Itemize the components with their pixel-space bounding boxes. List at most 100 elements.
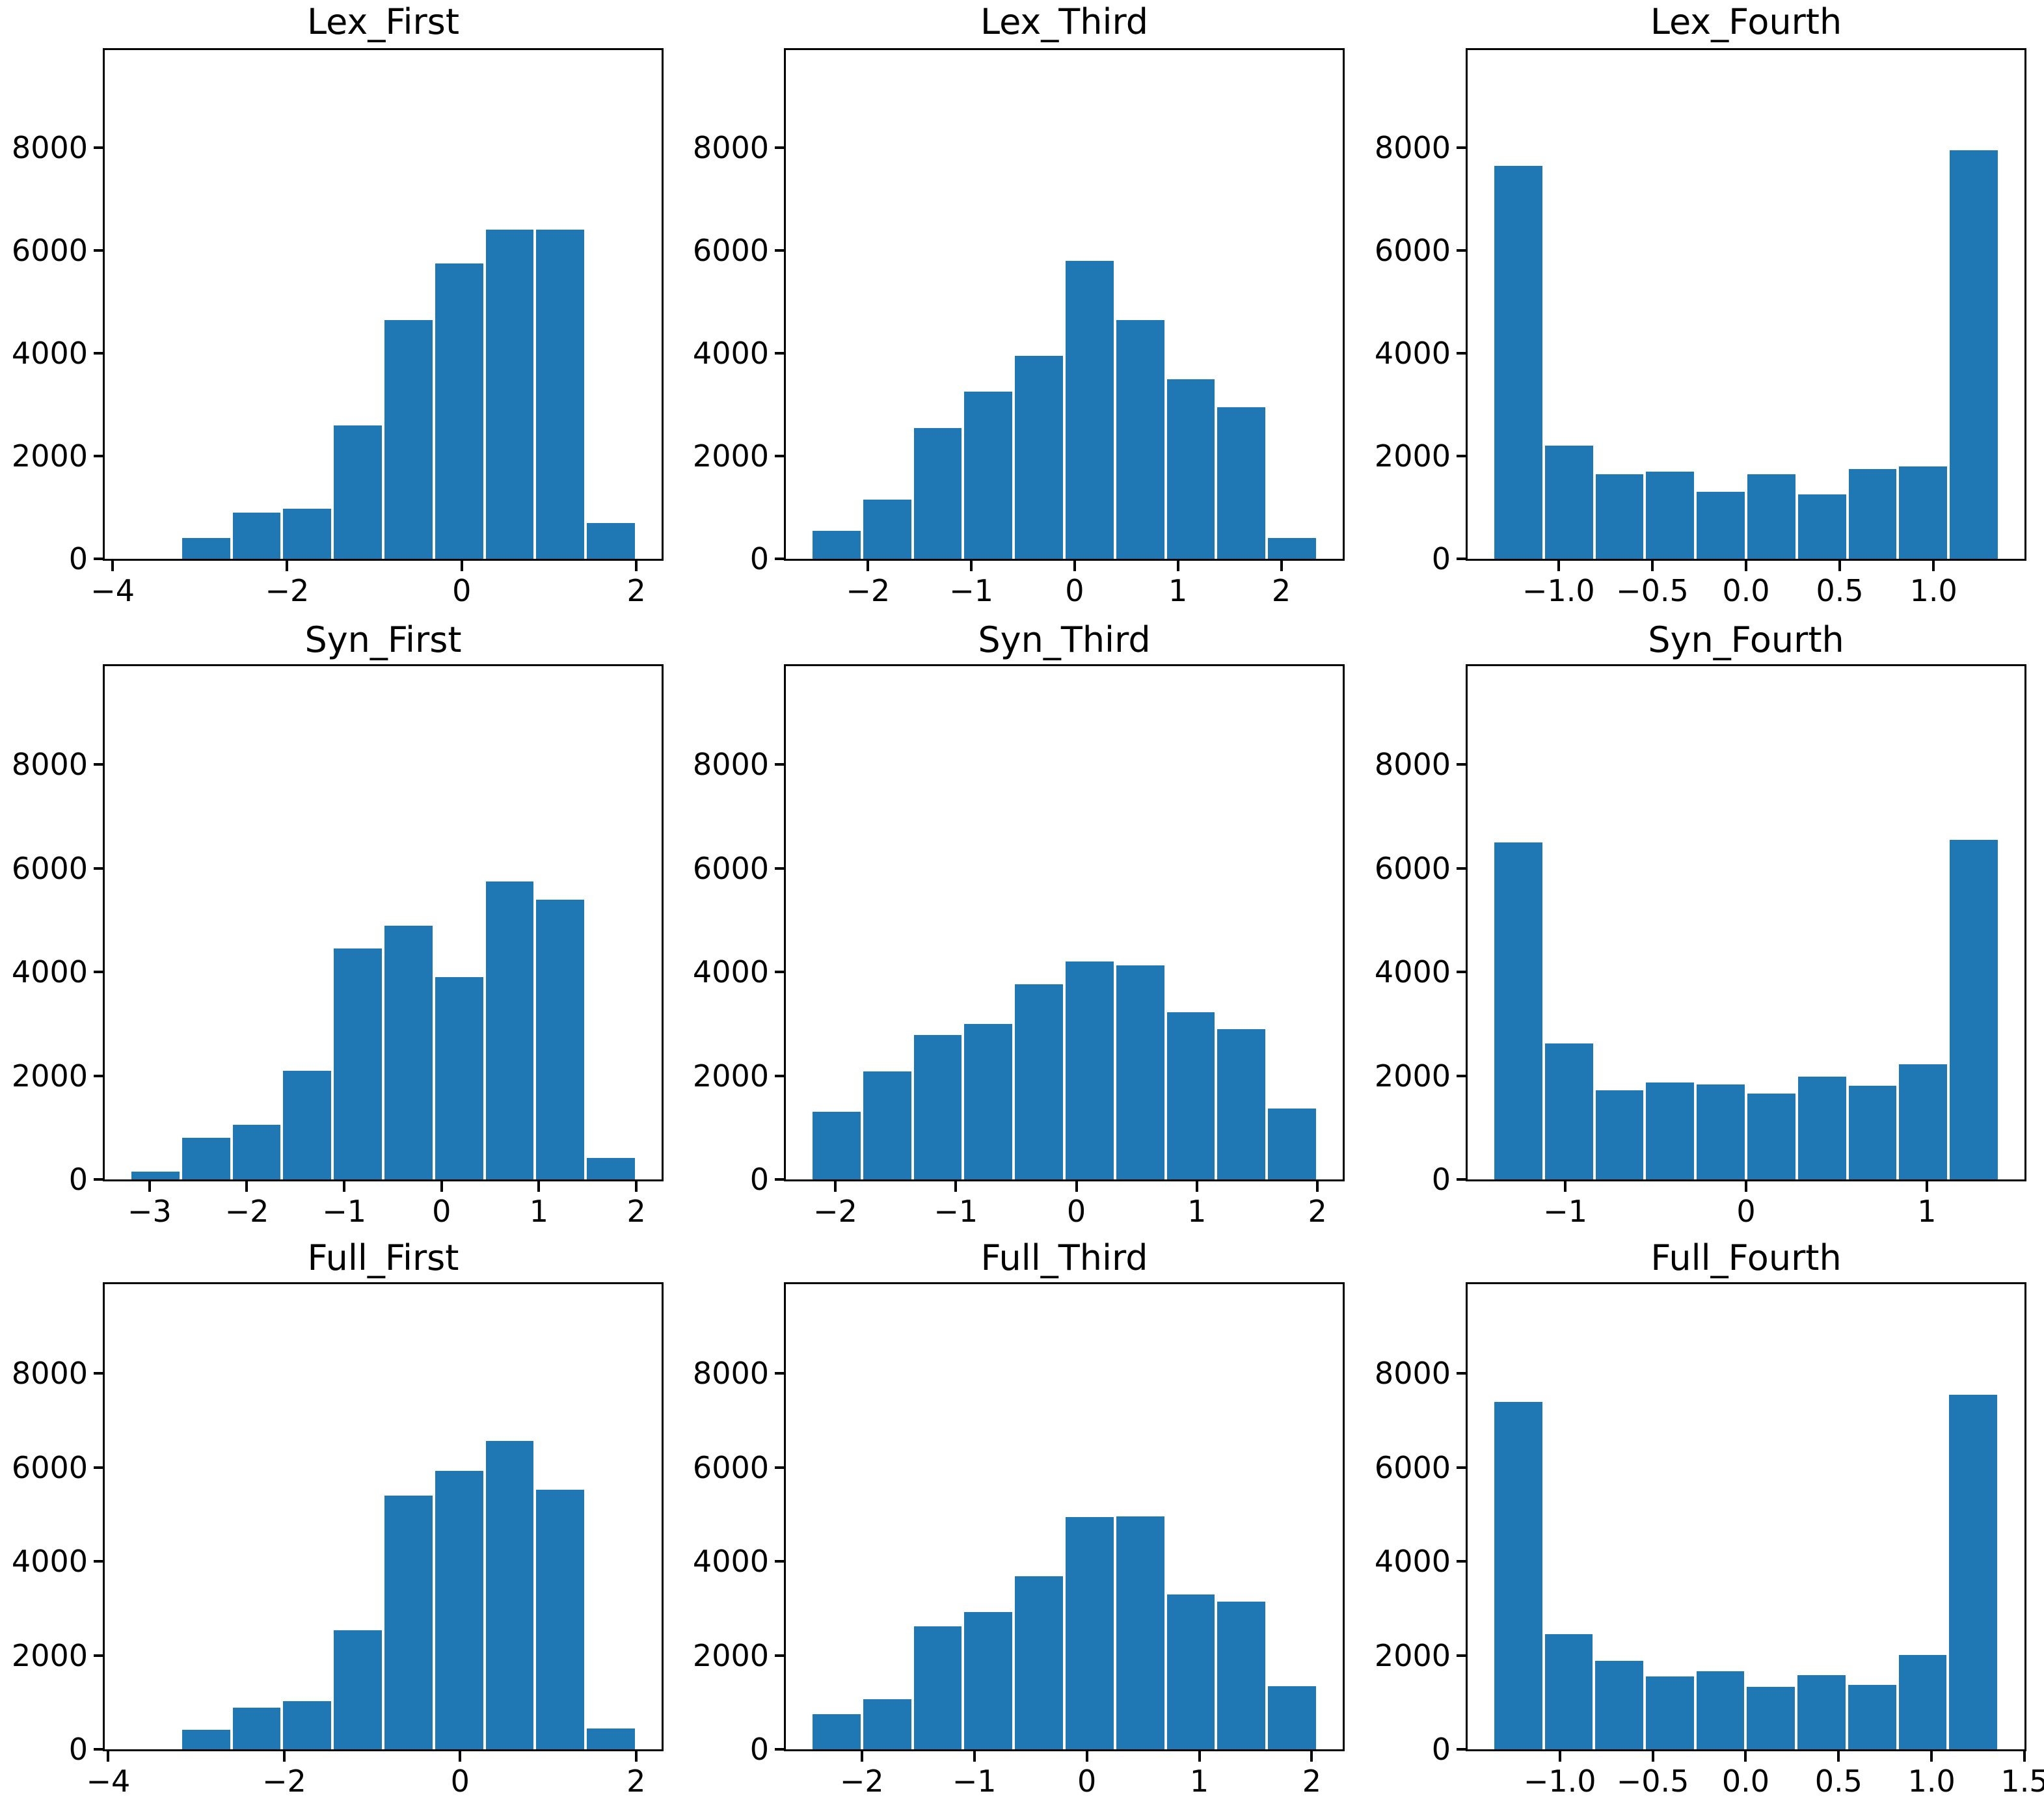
- histogram-bar: [585, 1728, 636, 1749]
- histogram-bar: [484, 1440, 535, 1749]
- histogram-bar: [861, 500, 913, 559]
- y-tick-label: 0: [749, 1162, 769, 1197]
- y-tick-mark: [775, 1178, 784, 1181]
- y-tick-label: 8000: [11, 1356, 88, 1392]
- x-tick-label: 0.0: [1722, 573, 1770, 608]
- x-tick-label: −2: [224, 1194, 269, 1229]
- histogram-bar: [912, 1626, 963, 1749]
- x-tick-mark: [1558, 1751, 1561, 1762]
- x-tick-mark: [1930, 1751, 1933, 1762]
- x-tick-mark: [1564, 1181, 1567, 1192]
- x-tick-mark: [1176, 561, 1179, 571]
- histogram-bar: [1114, 319, 1166, 559]
- histogram-bar: [1847, 1085, 1898, 1179]
- y-tick-label: 8000: [1374, 130, 1451, 166]
- y-tick-label: 4000: [692, 1544, 769, 1580]
- y-tick-mark: [775, 1372, 784, 1375]
- y-tick-label: 4000: [692, 954, 769, 990]
- y-tick-mark: [94, 249, 103, 252]
- x-tick-label: −1: [322, 1194, 367, 1229]
- histogram-bar: [383, 319, 434, 559]
- y-tick-mark: [1457, 455, 1466, 458]
- y-tick-label: 6000: [11, 850, 88, 886]
- x-tick-mark: [1198, 1751, 1201, 1762]
- x-tick-mark: [537, 1181, 541, 1192]
- axes-box: 0 2000 4000 6000 8000 −1 0 1: [1375, 664, 2026, 1229]
- histogram-bar: [1064, 1517, 1115, 1749]
- y-tick-label: 6000: [1374, 850, 1451, 886]
- histogram-bar: [1746, 474, 1797, 559]
- x-tick-label: −0.5: [1616, 573, 1689, 608]
- axes-box: 0 2000 4000 6000 8000 −2 −1 0 1 2: [693, 1282, 1345, 1799]
- histogram-bar: [433, 1471, 485, 1749]
- x-tick-mark: [1280, 561, 1283, 571]
- x-tick-mark: [282, 1751, 286, 1762]
- histogram-bar: [383, 1496, 434, 1749]
- histogram-bar: [1165, 1012, 1217, 1179]
- subplot-cell-full-first: Full_First 0 2000 4000 6000 8000 −4 −2 0 2: [0, 1236, 681, 1802]
- histogram-bar: [1645, 1082, 1696, 1179]
- x-tick-label: 0: [1065, 573, 1084, 608]
- histogram-bar: [1267, 538, 1318, 559]
- histogram-bar: [1216, 407, 1267, 559]
- y-tick-mark: [94, 1654, 103, 1657]
- histogram-bar: [332, 948, 383, 1179]
- y-tick-mark: [94, 1074, 103, 1077]
- x-tick-mark: [833, 1181, 837, 1192]
- histogram-bar: [1948, 150, 2000, 559]
- y-tick-mark: [1457, 1372, 1466, 1375]
- x-tick-mark: [1744, 1751, 1747, 1762]
- y-tick-mark: [94, 1178, 103, 1181]
- x-tick-label: −4: [86, 1764, 131, 1799]
- y-tick-mark: [1457, 1654, 1466, 1657]
- y-tick-label: 0: [749, 1732, 769, 1767]
- histogram-bar: [1114, 965, 1166, 1179]
- histogram-bar: [231, 1125, 282, 1179]
- y-tick-mark: [1457, 352, 1466, 355]
- x-tick-mark: [1085, 1751, 1088, 1762]
- histogram-bar: [1064, 260, 1115, 559]
- subplot-cell-lex-first: Lex_First 0 2000 4000 6000 8000 −4 −2 0 2: [0, 0, 681, 618]
- histogram-bar: [231, 512, 282, 559]
- y-tick-mark: [775, 971, 784, 974]
- y-tick-mark: [1457, 1560, 1466, 1563]
- histogram-bar: [1846, 1685, 1898, 1749]
- histogram-bar: [1594, 474, 1645, 559]
- histogram-bar: [1064, 962, 1115, 1179]
- y-tick-mark: [1457, 1074, 1466, 1077]
- x-tick-label: 0: [1736, 1194, 1756, 1229]
- y-tick-label: 6000: [11, 233, 88, 269]
- histogram-bar: [1594, 1660, 1645, 1749]
- subplot-title: Full_First: [307, 1237, 459, 1278]
- y-tick-mark: [94, 558, 103, 560]
- y-tick-mark: [775, 1748, 784, 1751]
- histogram-bar: [811, 1112, 862, 1179]
- x-tick-label: 1: [1189, 1764, 1209, 1799]
- x-tick-label: −2: [839, 1764, 884, 1799]
- y-tick-label: 2000: [11, 1058, 88, 1094]
- y-tick-label: 6000: [692, 850, 769, 886]
- x-tick-label: 0: [1077, 1764, 1097, 1799]
- y-tick-mark: [775, 1560, 784, 1563]
- axes-box: 0 2000 4000 6000 8000 −3 −2 −1 0 1 2: [12, 664, 664, 1229]
- histogram-bar: [332, 1630, 383, 1749]
- x-tick-mark: [1837, 1751, 1840, 1762]
- x-tick-mark: [1745, 561, 1747, 571]
- x-tick-label: −2: [262, 1764, 306, 1799]
- x-tick-label: 0: [452, 573, 472, 608]
- histogram-bar: [1165, 1594, 1217, 1749]
- y-tick-label: 8000: [692, 130, 769, 166]
- y-tick-mark: [94, 763, 103, 766]
- y-tick-mark: [775, 455, 784, 458]
- histogram-bar: [1543, 1043, 1594, 1179]
- x-tick-label: 1.0: [1909, 573, 1957, 608]
- y-tick-mark: [94, 352, 103, 355]
- x-tick-mark: [634, 1751, 638, 1762]
- y-tick-label: 4000: [11, 1544, 88, 1580]
- y-tick-label: 2000: [11, 1637, 88, 1673]
- x-tick-label: 2: [626, 1764, 646, 1799]
- x-tick-mark: [1838, 561, 1842, 571]
- histogram-bar: [1796, 494, 1848, 559]
- histogram-bar: [861, 1699, 913, 1749]
